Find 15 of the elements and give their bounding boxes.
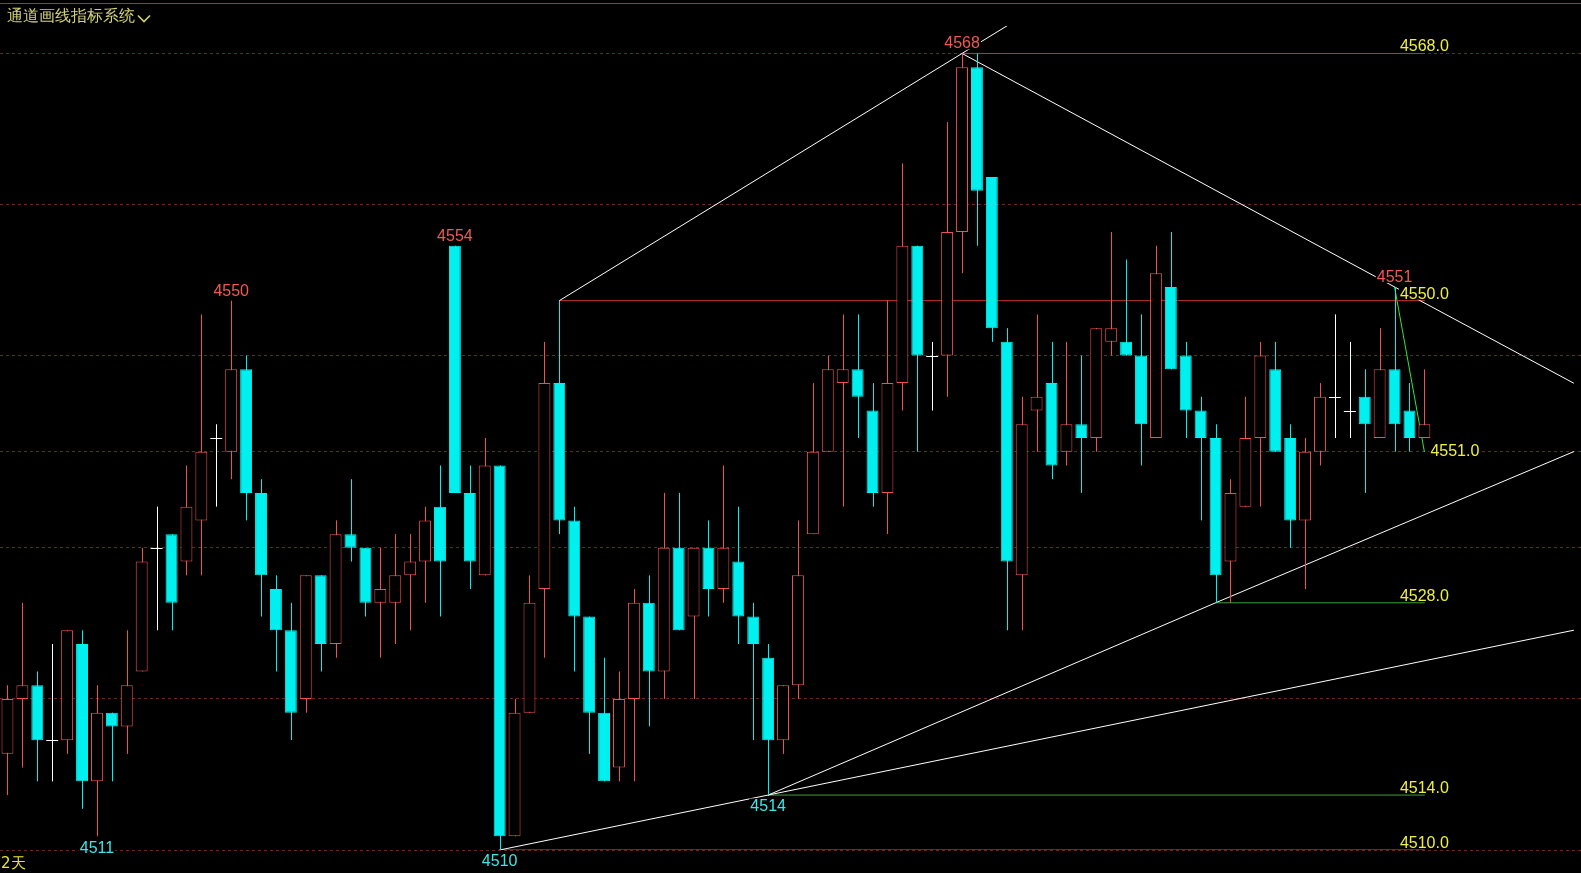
chart-title: 通道画线指标系统 <box>7 6 135 27</box>
series-label: 4528.0 <box>1399 586 1449 604</box>
series-label: 4510.0 <box>1399 834 1449 851</box>
annotation: 4510 <box>481 852 518 870</box>
annotation: 4568 <box>944 34 980 52</box>
series-label: 4568.0 <box>1399 37 1449 55</box>
series-label: 4550.0 <box>1399 284 1449 302</box>
annotation: 4550 <box>213 281 250 299</box>
annotation: 4514 <box>750 797 787 815</box>
series-label: 4551.0 <box>1430 442 1480 460</box>
annotation: 4511 <box>79 838 115 856</box>
text: 2天 <box>1 854 26 872</box>
annotation: 4554 <box>437 226 473 244</box>
series-label: 4514.0 <box>1399 779 1449 797</box>
annotation: 4551 <box>1376 267 1413 285</box>
